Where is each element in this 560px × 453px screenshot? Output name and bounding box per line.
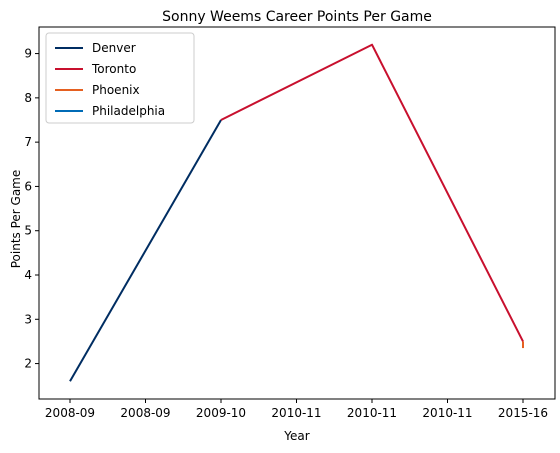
legend-label: Philadelphia [92, 104, 165, 118]
plot-frame [38, 26, 556, 400]
y-tick-label: 3 [24, 312, 32, 326]
legend: Denver Toronto Phoenix Philadelphia [45, 32, 195, 124]
x-tick-label: 2010-11 [422, 406, 472, 420]
x-axis: 2008-09 2008-09 2009-10 2010-11 2010-11 2010-… [45, 399, 548, 420]
series-line-denver [69, 119, 222, 382]
chart-title: Sonny Weems Career Points Per Game [162, 9, 432, 25]
x-tick-label: 2010-11 [271, 406, 321, 420]
plot-area [69, 43, 524, 382]
y-tick-label: 7 [24, 135, 32, 149]
x-axis-label: Year [283, 429, 309, 443]
y-tick-label: 6 [24, 179, 32, 193]
y-tick-label: 8 [24, 91, 32, 105]
x-tick-label: 2015-16 [498, 406, 548, 420]
y-axis-label: Points Per Game [9, 170, 23, 269]
legend-label: Toronto [91, 62, 136, 76]
y-tick-label: 4 [24, 268, 32, 282]
y-tick-label: 2 [24, 357, 32, 371]
x-tick-label: 2008-09 [45, 406, 95, 420]
legend-box [45, 32, 195, 124]
x-tick-label: 2009-10 [196, 406, 246, 420]
series-line-toronto [220, 43, 524, 342]
legend-label: Phoenix [92, 83, 140, 97]
x-tick-label: 2010-11 [347, 406, 397, 420]
y-tick-label: 9 [24, 47, 32, 61]
y-axis: 2 3 4 5 6 7 8 9 [24, 47, 39, 371]
legend-label: Denver [92, 41, 136, 55]
y-tick-label: 5 [24, 224, 32, 238]
x-tick-label: 2008-09 [120, 406, 170, 420]
